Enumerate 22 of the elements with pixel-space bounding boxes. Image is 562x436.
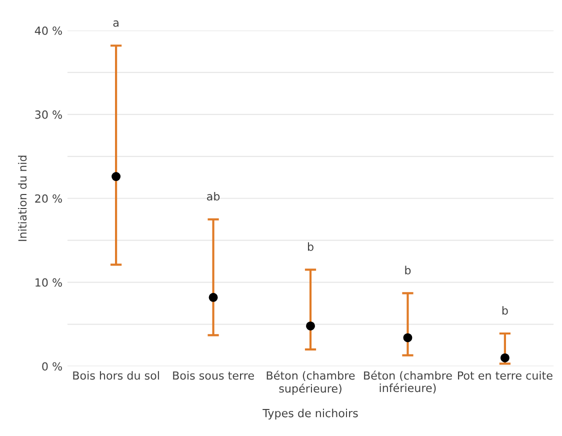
point — [403, 333, 412, 342]
annotation: b — [308, 242, 314, 251]
x-tick-label: Pot en terre cuite — [458, 371, 552, 380]
y-axis-title: Initiation du nid — [18, 156, 27, 241]
x-tick-label: Béton (chambre supérieure) — [266, 370, 355, 395]
y-tick-label: 10 % — [36, 278, 62, 287]
point — [306, 321, 316, 330]
x-tick-label: Bois sous terre — [173, 371, 254, 380]
y-tick-label: 20 % — [35, 194, 62, 203]
point — [500, 353, 510, 362]
y-tick-label: 30 % — [35, 110, 62, 119]
x-tick-label: Bois hors du sol — [73, 371, 159, 380]
y-tick-label: 0 % — [42, 362, 62, 371]
point — [208, 292, 218, 302]
x-axis-title: Types de nichoirs — [262, 408, 358, 420]
y-tick-label: 40 % — [34, 26, 62, 35]
point — [112, 172, 121, 182]
text: a — [113, 20, 118, 27]
annotation: ab — [207, 192, 220, 201]
annotation: b — [502, 306, 508, 315]
annotation: b — [405, 266, 411, 274]
x-tick-label: Béton (chambre inférieure) — [364, 370, 452, 394]
